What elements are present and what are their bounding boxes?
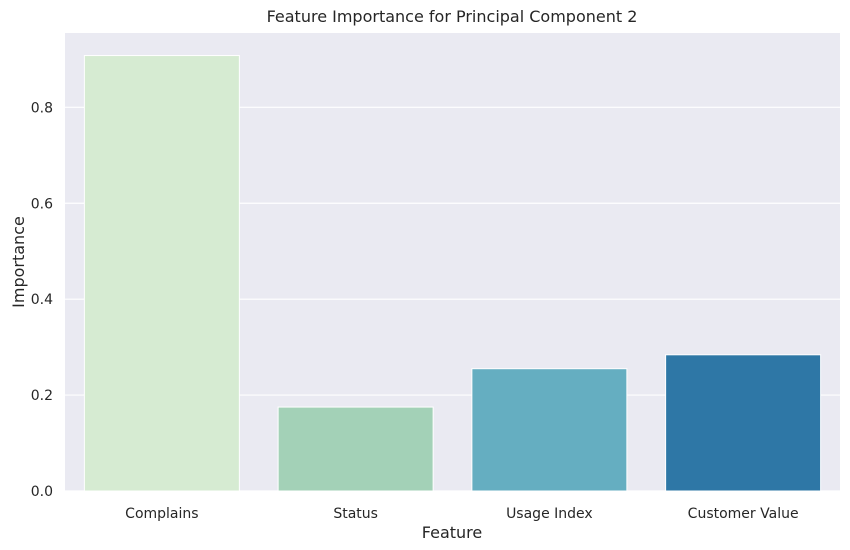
y-tick-label: 0.2	[31, 388, 53, 404]
x-tick-labels: Complains Status Usage Index Customer Value	[125, 506, 798, 522]
y-tick-labels: 0.0 0.2 0.4 0.6 0.8	[31, 100, 53, 500]
y-tick-label: 0.6	[31, 196, 53, 212]
bar-status	[277, 406, 434, 492]
y-tick-label: 0.4	[31, 292, 53, 308]
y-axis-title: Importance	[9, 216, 28, 308]
bar-usage-index	[471, 368, 628, 492]
x-tick-label: Complains	[125, 506, 198, 522]
x-axis-title: Feature	[422, 523, 482, 542]
y-tick-label: 0.0	[31, 484, 53, 500]
x-tick-label: Customer Value	[688, 506, 799, 522]
y-tick-label: 0.8	[31, 100, 53, 116]
chart-title: Feature Importance for Principal Compone…	[267, 7, 638, 26]
x-tick-label: Status	[333, 506, 378, 522]
bar-complains	[83, 55, 240, 492]
bar-customer-value	[665, 354, 822, 492]
bars	[83, 55, 822, 492]
x-tick-label: Usage Index	[506, 506, 593, 522]
